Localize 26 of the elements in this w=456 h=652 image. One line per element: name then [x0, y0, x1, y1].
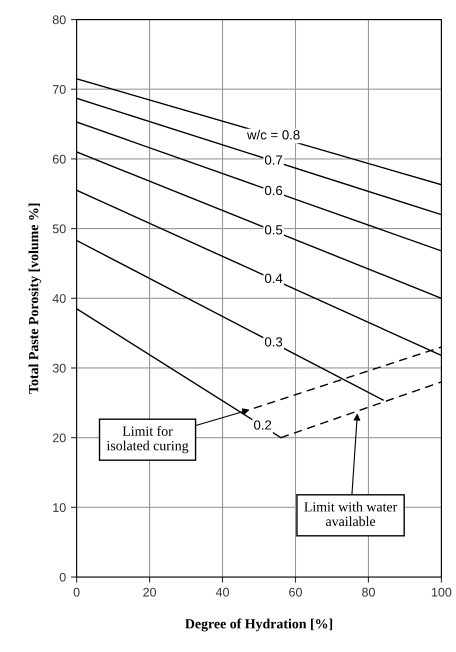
- series-label: 0.4: [264, 274, 282, 284]
- x-tick-label: 20: [143, 588, 156, 597]
- y-tick-label: 60: [52, 154, 66, 164]
- y-tick-label: 50: [52, 224, 66, 234]
- y-tick-label: 40: [52, 294, 66, 303]
- x-tick-label: 100: [432, 588, 452, 597]
- y-tick-label: 30: [52, 364, 66, 373]
- annotation: Limit with water available: [304, 502, 398, 526]
- series-label: 0.3: [264, 337, 282, 347]
- annotation: Limit for isolated curing: [106, 426, 188, 454]
- legend-label: 0.2: [254, 420, 272, 430]
- y-axis-title: Total Paste Porosity [volume %]: [28, 204, 42, 394]
- series-label: w/c = 0.8: [246, 130, 300, 140]
- series-label: 0.6: [264, 186, 282, 196]
- y-tick-label: 20: [52, 433, 66, 442]
- y-tick-label: 70: [52, 85, 66, 94]
- x-tick-label: 40: [216, 588, 229, 597]
- y-tick-label: 10: [53, 503, 66, 512]
- y-tick-label: 80: [52, 15, 66, 24]
- y-tick-label: 0: [60, 572, 66, 582]
- x-axis-title: Degree of Hydration [%]: [185, 618, 332, 632]
- series-label: 0.7: [264, 155, 282, 165]
- x-tick-label: 80: [362, 588, 375, 597]
- series-label: 0.5: [264, 225, 282, 235]
- x-tick-label: 0: [74, 588, 80, 597]
- x-tick-label: 60: [289, 588, 302, 597]
